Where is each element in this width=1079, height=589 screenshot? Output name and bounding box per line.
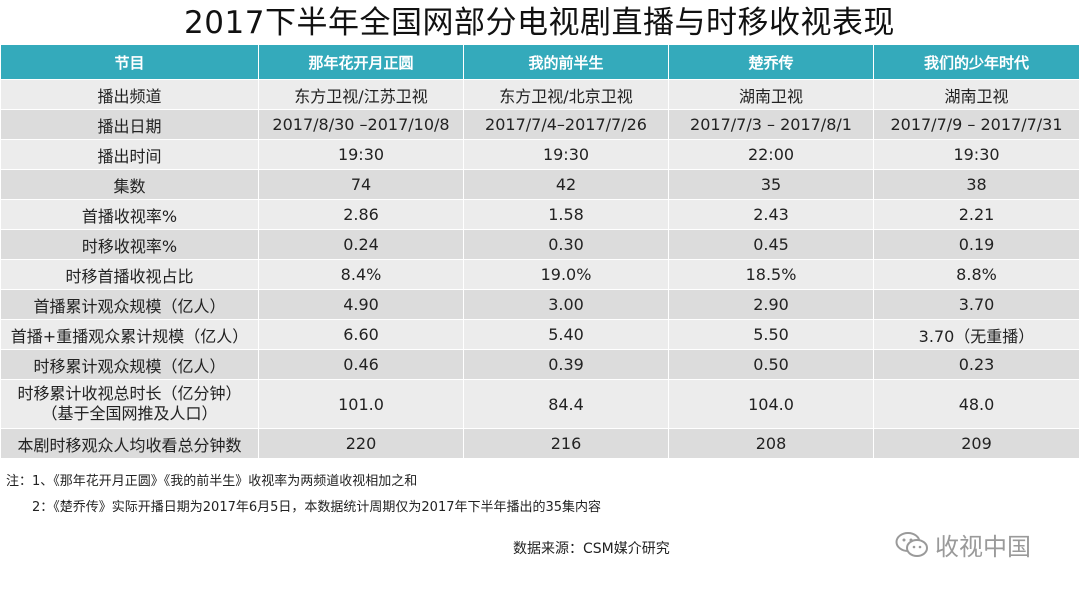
table-cell: 2017/8/30 –2017/10/8	[258, 109, 464, 140]
table-row: 播出时间 19:30 19:30 22:00 19:30	[0, 139, 1079, 170]
row-label: 时移累计观众规模（亿人）	[0, 349, 259, 380]
table-cell: 8.4%	[258, 259, 464, 290]
column-header: 节目	[0, 44, 259, 80]
row-label: 播出日期	[0, 109, 259, 140]
table-cell: 0.46	[258, 349, 464, 380]
table-cell: 0.19	[873, 229, 1079, 260]
table-row: 播出日期 2017/8/30 –2017/10/8 2017/7/4–2017/…	[0, 109, 1079, 140]
footnotes: 注：1、《那年花开月正圆》《我的前半生》收视率为两频道收视相加之和 2：《楚乔传…	[6, 469, 601, 521]
table-cell: 101.0	[258, 379, 464, 429]
table-cell: 208	[668, 428, 874, 459]
table-cell: 104.0	[668, 379, 874, 429]
column-header: 我的前半生	[463, 44, 669, 80]
table-cell: 0.39	[463, 349, 669, 380]
page-title: 2017下半年全国网部分电视剧直播与时移收视表现	[184, 5, 895, 41]
table-row: 首播累计观众规模（亿人） 4.90 3.00 2.90 3.70	[0, 289, 1079, 320]
ratings-table: 节目 那年花开月正圆 我的前半生 楚乔传 我们的少年时代 播出频道 东方卫视/江…	[0, 44, 1079, 459]
table-cell: 1.58	[463, 199, 669, 230]
table-cell: 18.5%	[668, 259, 874, 290]
row-label: 时移累计收视总时长（亿分钟） （基于全国网推及人口）	[0, 379, 259, 429]
data-source: 数据来源：CSM媒介研究	[513, 541, 670, 557]
row-label: 首播收视率%	[0, 199, 259, 230]
table-cell: 湖南卫视	[668, 79, 874, 110]
table-cell: 0.23	[873, 349, 1079, 380]
row-label-line: （基于全国网推及人口）	[41, 404, 218, 423]
table-cell: 48.0	[873, 379, 1079, 429]
row-label: 首播累计观众规模（亿人）	[0, 289, 259, 320]
row-label-line: 时移累计收视总时长（亿分钟）	[17, 384, 242, 403]
row-label: 集数	[0, 169, 259, 200]
table-cell: 19:30	[258, 139, 464, 170]
brand-name: 收视中国	[935, 533, 1031, 561]
column-header: 楚乔传	[668, 44, 874, 80]
table-cell: 3.70（无重播）	[873, 319, 1079, 350]
table-cell: 216	[463, 428, 669, 459]
footnote-1: 注：1、《那年花开月正圆》《我的前半生》收视率为两频道收视相加之和	[6, 474, 418, 489]
table-cell: 5.50	[668, 319, 874, 350]
table-row: 时移累计观众规模（亿人） 0.46 0.39 0.50 0.23	[0, 349, 1079, 380]
table-cell: 东方卫视/北京卫视	[463, 79, 669, 110]
row-label: 时移首播收视占比	[0, 259, 259, 290]
table-cell: 35	[668, 169, 874, 200]
table-cell: 6.60	[258, 319, 464, 350]
table-cell: 19:30	[463, 139, 669, 170]
wechat-icon	[895, 531, 929, 559]
table-cell: 22:00	[668, 139, 874, 170]
table-cell: 220	[258, 428, 464, 459]
table-cell: 4.90	[258, 289, 464, 320]
table-cell: 42	[463, 169, 669, 200]
column-header: 我们的少年时代	[873, 44, 1079, 80]
table-row: 时移首播收视占比 8.4% 19.0% 18.5% 8.8%	[0, 259, 1079, 290]
table-cell: 0.30	[463, 229, 669, 260]
table-cell: 2017/7/4–2017/7/26	[463, 109, 669, 140]
row-label: 时移收视率%	[0, 229, 259, 260]
table-cell: 湖南卫视	[873, 79, 1079, 110]
brand-watermark: 收视中国	[895, 527, 1031, 562]
footnote-2: 2：《楚乔传》实际开播日期为2017年6月5日，本数据统计周期仅为2017年下半…	[32, 500, 602, 515]
table-cell: 2.43	[668, 199, 874, 230]
table-cell: 2.86	[258, 199, 464, 230]
row-label: 播出时间	[0, 139, 259, 170]
table-cell: 2.90	[668, 289, 874, 320]
table-row: 首播+重播观众累计规模（亿人） 6.60 5.40 5.50 3.70（无重播）	[0, 319, 1079, 350]
table-cell: 5.40	[463, 319, 669, 350]
table-row: 时移收视率% 0.24 0.30 0.45 0.19	[0, 229, 1079, 260]
table-cell: 3.70	[873, 289, 1079, 320]
table-cell: 0.50	[668, 349, 874, 380]
table-row: 本剧时移观众人均收看总分钟数 220 216 208 209	[0, 428, 1079, 459]
column-header: 那年花开月正圆	[258, 44, 464, 80]
row-label: 本剧时移观众人均收看总分钟数	[0, 428, 259, 459]
table-cell: 0.45	[668, 229, 874, 260]
table-row: 集数 74 42 35 38	[0, 169, 1079, 200]
table-row: 首播收视率% 2.86 1.58 2.43 2.21	[0, 199, 1079, 230]
table-cell: 38	[873, 169, 1079, 200]
table-cell: 19.0%	[463, 259, 669, 290]
row-label: 播出频道	[0, 79, 259, 110]
table-cell: 84.4	[463, 379, 669, 429]
row-label: 首播+重播观众累计规模（亿人）	[0, 319, 259, 350]
table-header-row: 节目 那年花开月正圆 我的前半生 楚乔传 我们的少年时代	[0, 44, 1079, 80]
table-cell: 2.21	[873, 199, 1079, 230]
table-cell: 19:30	[873, 139, 1079, 170]
table-cell: 209	[873, 428, 1079, 459]
table-cell: 8.8%	[873, 259, 1079, 290]
table-cell: 3.00	[463, 289, 669, 320]
table-row: 播出频道 东方卫视/江苏卫视 东方卫视/北京卫视 湖南卫视 湖南卫视	[0, 79, 1079, 110]
table-cell: 74	[258, 169, 464, 200]
table-cell: 东方卫视/江苏卫视	[258, 79, 464, 110]
table-cell: 2017/7/3 – 2017/8/1	[668, 109, 874, 140]
table-cell: 2017/7/9 – 2017/7/31	[873, 109, 1079, 140]
table-row: 时移累计收视总时长（亿分钟） （基于全国网推及人口） 101.0 84.4 10…	[0, 379, 1079, 429]
table-cell: 0.24	[258, 229, 464, 260]
